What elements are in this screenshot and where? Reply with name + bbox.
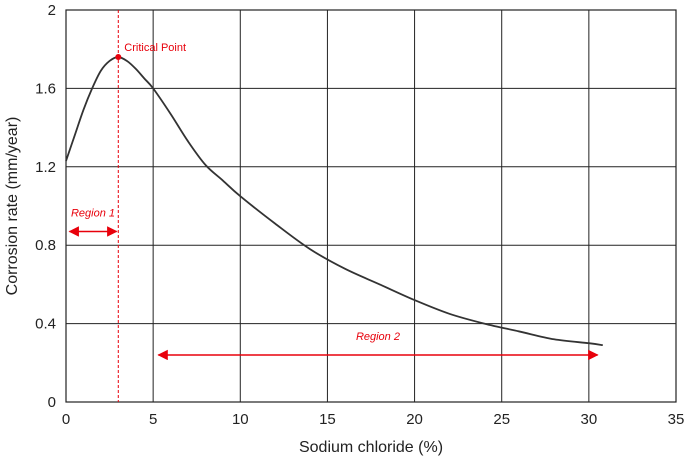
critical-point-marker — [115, 54, 122, 61]
x-tick-label-7: 35 — [668, 411, 685, 428]
critical-point-label: Critical Point — [124, 42, 186, 54]
y-tick-label-4: 1.6 — [35, 80, 56, 97]
region-2-label: Region 2 — [356, 331, 400, 343]
x-tick-label-5: 25 — [493, 411, 510, 428]
y-tick-label-0: 0 — [48, 394, 56, 411]
series-group — [65, 56, 603, 347]
x-tick-label-2: 10 — [232, 411, 249, 428]
x-tick-label-6: 30 — [581, 411, 598, 428]
x-tick-label-4: 20 — [406, 411, 423, 428]
x-tick-labels: 0 5 10 15 20 25 30 35 — [62, 411, 685, 428]
x-tick-label-1: 5 — [149, 411, 157, 428]
region-1-label: Region 1 — [71, 207, 115, 219]
grid-lines — [65, 9, 677, 403]
x-tick-label-0: 0 — [62, 411, 70, 428]
annotations-group: Critical Point Region 1 Region 2 — [68, 10, 599, 402]
y-tick-label-2: 0.8 — [35, 237, 56, 254]
y-tick-label-5: 2 — [48, 2, 56, 19]
y-tick-label-1: 0.4 — [35, 316, 56, 333]
series-line-0 — [65, 56, 603, 347]
x-axis-label: Sodium chloride (%) — [299, 439, 443, 456]
y-tick-labels: 0 0.4 0.8 1.2 1.6 2 — [35, 2, 56, 411]
y-axis-label: Corrosion rate (mm/year) — [4, 117, 21, 296]
x-tick-label-3: 15 — [319, 411, 336, 428]
y-tick-label-3: 1.2 — [35, 159, 56, 176]
